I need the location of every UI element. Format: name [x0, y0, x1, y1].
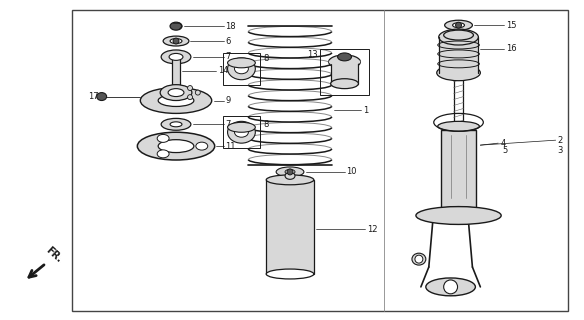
Text: 7: 7: [225, 120, 231, 129]
Ellipse shape: [437, 65, 481, 81]
Text: 17: 17: [88, 92, 99, 101]
Bar: [439, 37, 478, 73]
Text: 5: 5: [502, 146, 507, 155]
Ellipse shape: [97, 92, 107, 100]
Ellipse shape: [163, 36, 189, 46]
Ellipse shape: [157, 150, 169, 158]
Ellipse shape: [169, 53, 183, 60]
Text: 8: 8: [263, 120, 269, 129]
Text: 12: 12: [367, 225, 378, 234]
Ellipse shape: [228, 121, 255, 143]
Bar: [320, 49, 369, 95]
Ellipse shape: [196, 142, 208, 150]
Ellipse shape: [140, 88, 212, 113]
Ellipse shape: [228, 58, 255, 68]
Ellipse shape: [426, 278, 475, 296]
Bar: [331, 62, 359, 84]
Ellipse shape: [160, 85, 192, 100]
Text: 4: 4: [500, 139, 505, 148]
Ellipse shape: [168, 89, 184, 97]
Text: 10: 10: [346, 167, 357, 176]
Circle shape: [173, 38, 179, 44]
Ellipse shape: [453, 23, 464, 28]
Ellipse shape: [235, 64, 248, 74]
Circle shape: [195, 90, 200, 95]
Ellipse shape: [444, 20, 472, 30]
Ellipse shape: [228, 122, 255, 132]
Circle shape: [415, 255, 423, 263]
Text: 18: 18: [225, 22, 236, 31]
Ellipse shape: [331, 79, 359, 89]
Bar: [441, 130, 477, 208]
Ellipse shape: [157, 134, 169, 142]
Text: 1: 1: [363, 106, 369, 115]
Ellipse shape: [329, 58, 360, 66]
Ellipse shape: [235, 127, 248, 137]
Bar: [223, 116, 260, 148]
Ellipse shape: [158, 95, 194, 107]
Ellipse shape: [285, 172, 295, 179]
Ellipse shape: [170, 39, 182, 44]
Ellipse shape: [423, 211, 494, 220]
Ellipse shape: [338, 53, 352, 61]
Text: FR.: FR.: [44, 244, 64, 264]
Ellipse shape: [228, 58, 255, 80]
Ellipse shape: [170, 22, 182, 30]
Text: 16: 16: [506, 44, 517, 53]
Ellipse shape: [329, 55, 360, 69]
Ellipse shape: [137, 132, 215, 160]
Ellipse shape: [266, 269, 314, 279]
Bar: [266, 180, 314, 274]
Text: 7: 7: [225, 52, 231, 61]
Circle shape: [187, 85, 193, 91]
Ellipse shape: [438, 207, 479, 217]
Ellipse shape: [170, 122, 182, 127]
Ellipse shape: [276, 167, 304, 177]
Ellipse shape: [266, 175, 314, 185]
Circle shape: [444, 280, 457, 294]
Ellipse shape: [161, 50, 191, 64]
Ellipse shape: [161, 118, 191, 130]
Text: 2: 2: [558, 136, 563, 145]
Ellipse shape: [285, 169, 295, 174]
Ellipse shape: [412, 253, 426, 265]
Circle shape: [456, 22, 461, 28]
Text: 8: 8: [263, 54, 269, 63]
Ellipse shape: [438, 121, 479, 131]
Ellipse shape: [158, 140, 194, 153]
Ellipse shape: [444, 30, 474, 40]
Bar: [172, 57, 180, 85]
Bar: [223, 53, 260, 85]
Circle shape: [287, 169, 293, 175]
Ellipse shape: [439, 29, 478, 45]
Bar: [72, 10, 568, 311]
Ellipse shape: [416, 207, 501, 224]
Circle shape: [187, 95, 193, 100]
Text: 11: 11: [225, 142, 236, 151]
Text: 9: 9: [225, 96, 231, 105]
Text: 3: 3: [558, 146, 563, 155]
Text: 13: 13: [307, 51, 318, 60]
Text: 14: 14: [218, 66, 228, 75]
Text: 6: 6: [225, 36, 231, 45]
Text: 15: 15: [506, 21, 517, 30]
